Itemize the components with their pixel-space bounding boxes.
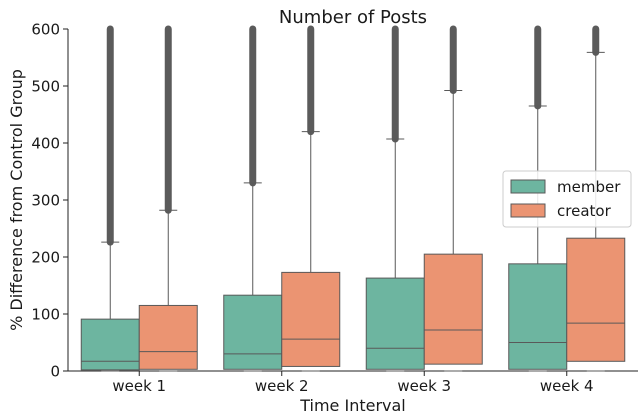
x-tick-label: week 3 <box>397 377 451 395</box>
legend-swatch-member <box>510 179 546 194</box>
y-axis-label: % Difference from Control Group <box>7 69 26 331</box>
member-box <box>508 263 568 370</box>
y-tick-label: 200 <box>31 249 60 267</box>
legend-label-member: member <box>557 178 621 196</box>
y-tick-label: 400 <box>31 135 60 153</box>
member-box <box>365 277 425 370</box>
creator-box <box>566 237 626 362</box>
y-tick-label: 600 <box>31 21 60 39</box>
chart-title: Number of Posts <box>279 7 427 28</box>
member-box <box>80 318 140 371</box>
creator-box <box>138 304 198 370</box>
x-tick-label: week 1 <box>112 377 166 395</box>
creator-box <box>281 271 341 367</box>
x-tick-label: week 4 <box>540 377 594 395</box>
x-axis-label: Time Interval <box>299 396 406 415</box>
legend-label-creator: creator <box>557 202 612 220</box>
y-tick-label: 0 <box>50 363 60 381</box>
member-box <box>223 294 283 370</box>
legend: member creator <box>502 170 632 228</box>
y-tick-label: 500 <box>31 78 60 96</box>
y-tick-label: 300 <box>31 192 60 210</box>
legend-swatch-creator <box>510 203 546 218</box>
y-tick-label: 100 <box>31 306 60 324</box>
x-tick-label: week 2 <box>255 377 309 395</box>
creator-box <box>423 253 483 365</box>
